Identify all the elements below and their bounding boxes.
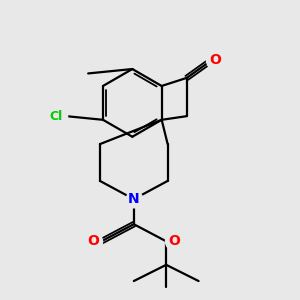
Text: N: N: [128, 192, 140, 206]
Text: O: O: [87, 234, 99, 248]
Text: O: O: [209, 53, 221, 67]
Text: O: O: [169, 234, 180, 248]
Text: Cl: Cl: [49, 110, 62, 123]
